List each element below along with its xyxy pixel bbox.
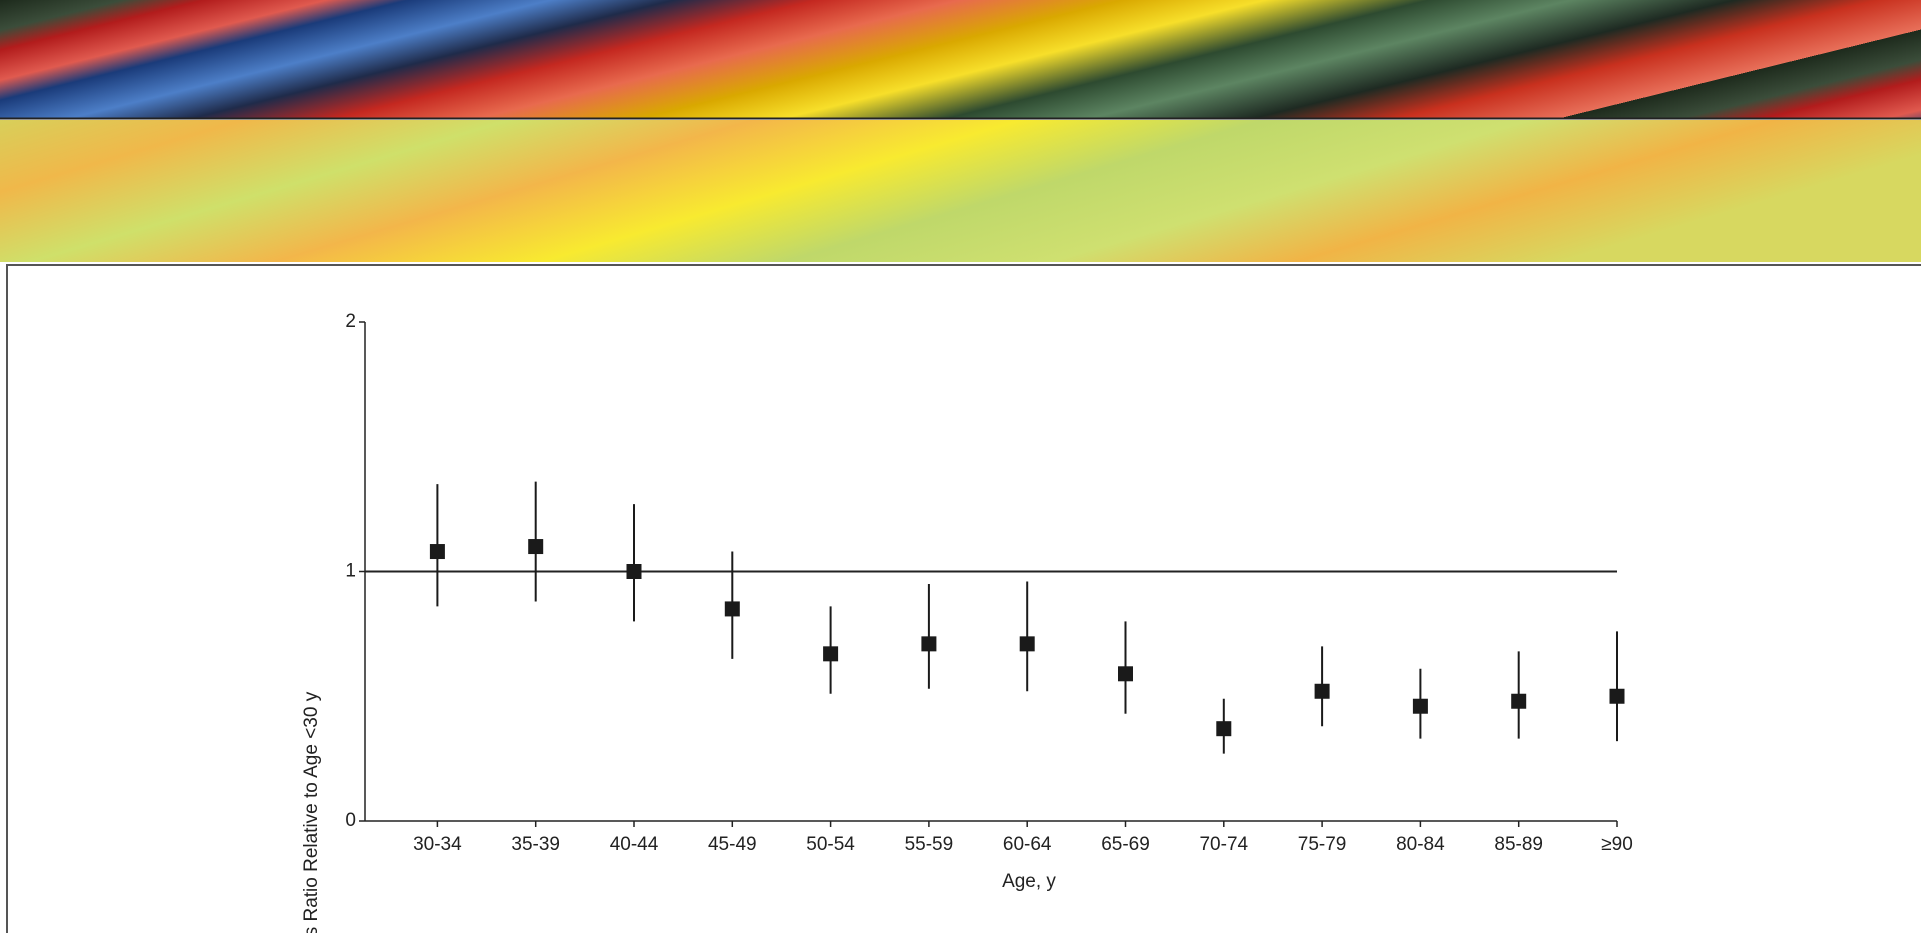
point-marker	[429, 544, 445, 560]
point-marker	[1412, 698, 1428, 714]
banner-stripes	[0, 0, 1921, 118]
x-axis-label: Age, y	[1002, 871, 1056, 892]
x-tick-label: 50-54	[806, 834, 855, 855]
x-tick-label: 75-79	[1298, 834, 1347, 855]
point-marker	[1019, 636, 1035, 652]
point-marker	[528, 539, 544, 555]
point-marker	[1118, 666, 1133, 682]
x-tick-label: 55-59	[905, 834, 954, 855]
x-tick-label: ≥90	[1601, 834, 1633, 855]
chart: Odds Ratio Relative to Age <30 y Age, y …	[6, 264, 1921, 933]
point-marker	[1216, 721, 1232, 737]
banner-lower	[0, 120, 1921, 262]
point-marker	[724, 601, 740, 617]
y-tick-label: 2	[345, 311, 356, 332]
y-tick-label: 1	[345, 561, 356, 582]
y-axis-label: Odds Ratio Relative to Age <30 y	[301, 691, 322, 933]
x-tick-label: 85-89	[1494, 834, 1543, 855]
x-tick-label: 80-84	[1396, 834, 1445, 855]
point-marker	[921, 636, 937, 652]
x-tick-label: 70-74	[1199, 834, 1248, 855]
chart-frame	[6, 264, 1921, 933]
point-marker	[823, 646, 839, 662]
x-tick-label: 30-34	[413, 834, 462, 855]
x-tick-label: 45-49	[708, 834, 757, 855]
x-tick-label: 60-64	[1003, 834, 1052, 855]
point-marker	[1609, 688, 1625, 704]
x-tick-label: 65-69	[1101, 834, 1150, 855]
header-banner	[0, 0, 1921, 262]
x-tick-label: 35-39	[511, 834, 560, 855]
point-marker	[626, 564, 642, 579]
x-tick-label: 40-44	[610, 834, 659, 855]
point-marker	[1511, 693, 1527, 709]
point-marker	[1314, 683, 1330, 699]
y-tick-label: 0	[345, 810, 356, 831]
